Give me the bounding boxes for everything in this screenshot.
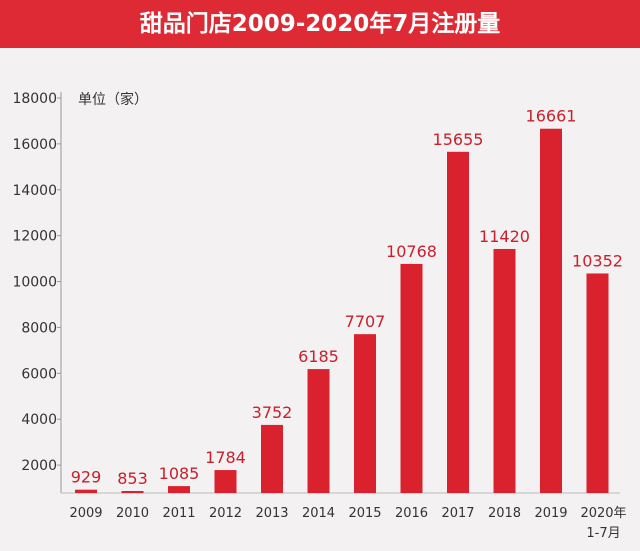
- bar-2015: [354, 334, 376, 493]
- bar-2018: [493, 248, 516, 493]
- y-tick-label: 2000: [21, 458, 57, 474]
- y-tick-label: 18000: [12, 91, 57, 107]
- x-tick-label: 2013: [255, 506, 288, 521]
- x-tick-label: 2015: [348, 506, 381, 521]
- y-tick-label: 8000: [21, 320, 57, 336]
- x-tick-label: 2009: [69, 506, 102, 521]
- unit-label: 单位（家）: [78, 91, 148, 108]
- x-tick-label: 2020年: [580, 506, 626, 521]
- y-tick-label: 12000: [12, 229, 57, 245]
- data-label: 16661: [526, 107, 577, 126]
- bar-2012: [214, 470, 237, 493]
- x-tick-label: 2019: [534, 506, 567, 521]
- data-label: 10768: [386, 242, 437, 261]
- data-label: 11420: [479, 227, 530, 246]
- x-tick-label: 2017: [441, 506, 474, 521]
- y-tick-label: 6000: [21, 366, 57, 382]
- data-label: 1784: [205, 448, 246, 467]
- chart-title: 甜品门店2009-2020年7月注册量: [0, 0, 640, 48]
- bar-2017: [447, 151, 469, 493]
- x-tick-label: 2016: [395, 506, 428, 521]
- data-label: 7707: [345, 312, 386, 331]
- bar-2009: [75, 489, 97, 493]
- bar-2010: [121, 491, 144, 493]
- x-tick-label: 2011: [162, 506, 195, 521]
- data-label: 10352: [572, 251, 623, 270]
- bar-2011: [168, 486, 190, 493]
- x-tick-label: 2018: [488, 506, 521, 521]
- y-tick-label: 4000: [21, 412, 57, 428]
- x-tick-label: 2014: [302, 506, 335, 521]
- data-label: 3752: [252, 403, 293, 422]
- data-label: 6185: [298, 347, 339, 366]
- bar-2020年: [586, 273, 609, 493]
- bar-2016: [400, 263, 423, 493]
- bar-2019: [540, 128, 562, 494]
- data-label: 929: [71, 468, 102, 487]
- bar-2013: [261, 424, 283, 493]
- data-label: 15655: [433, 130, 484, 149]
- y-tick-label: 16000: [12, 137, 57, 153]
- x-tick-label: 2010: [116, 506, 149, 521]
- y-tick-label: 14000: [12, 183, 57, 199]
- bar-2014: [307, 369, 330, 493]
- x-tick-label: 2012: [209, 506, 242, 521]
- data-label: 1085: [159, 464, 200, 483]
- y-tick-label: 10000: [12, 275, 57, 291]
- data-label: 853: [117, 469, 148, 488]
- x-tick-label: 1-7月: [586, 526, 620, 541]
